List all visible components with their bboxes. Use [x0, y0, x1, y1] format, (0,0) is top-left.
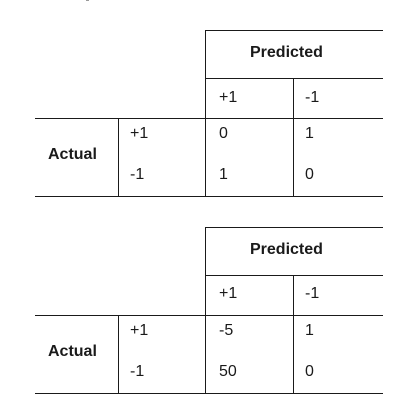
matrix-cell: 50: [219, 363, 237, 381]
bottom-rule: [35, 393, 383, 394]
matrix-cell: 1: [305, 322, 314, 340]
top-rule: [205, 30, 383, 31]
row-header-divider: [118, 315, 119, 393]
predicted-header-rule: [205, 78, 383, 79]
actual-header: Actual: [48, 343, 97, 361]
actual-label-plus-one: +1: [130, 322, 148, 340]
matrix-cell: -5: [219, 322, 233, 340]
predicted-header: Predicted: [250, 44, 323, 62]
matrix-cell: 0: [219, 125, 228, 143]
bottom-rule: [35, 196, 383, 197]
corner-mark: [86, 0, 89, 1]
predicted-label-plus-one: +1: [219, 285, 237, 303]
matrix-cell: 0: [305, 363, 314, 381]
column-divider: [205, 227, 206, 393]
predicted-header-rule: [205, 275, 383, 276]
actual-label-minus-one: -1: [130, 166, 144, 184]
matrix-cell: 0: [305, 166, 314, 184]
actual-header: Actual: [48, 146, 97, 164]
table-rule: [35, 118, 383, 119]
predicted-label-minus-one: -1: [305, 89, 319, 107]
actual-label-minus-one: -1: [130, 363, 144, 381]
column-divider: [205, 30, 206, 196]
predicted-label-minus-one: -1: [305, 285, 319, 303]
predicted-label-plus-one: +1: [219, 89, 237, 107]
predicted-header: Predicted: [250, 241, 323, 259]
matrix-cell: 1: [305, 125, 314, 143]
row-header-divider: [118, 118, 119, 196]
cost-matrix: Predicted +1 -1 Actual +1 -1 -5 1 50 0: [0, 227, 413, 395]
table-rule: [35, 315, 383, 316]
confusion-matrix: Predicted +1 -1 Actual +1 -1 0 1 1 0: [0, 30, 413, 198]
top-rule: [205, 227, 383, 228]
matrix-cell: 1: [219, 166, 228, 184]
column-divider: [293, 275, 294, 393]
column-divider: [293, 78, 294, 196]
actual-label-plus-one: +1: [130, 125, 148, 143]
